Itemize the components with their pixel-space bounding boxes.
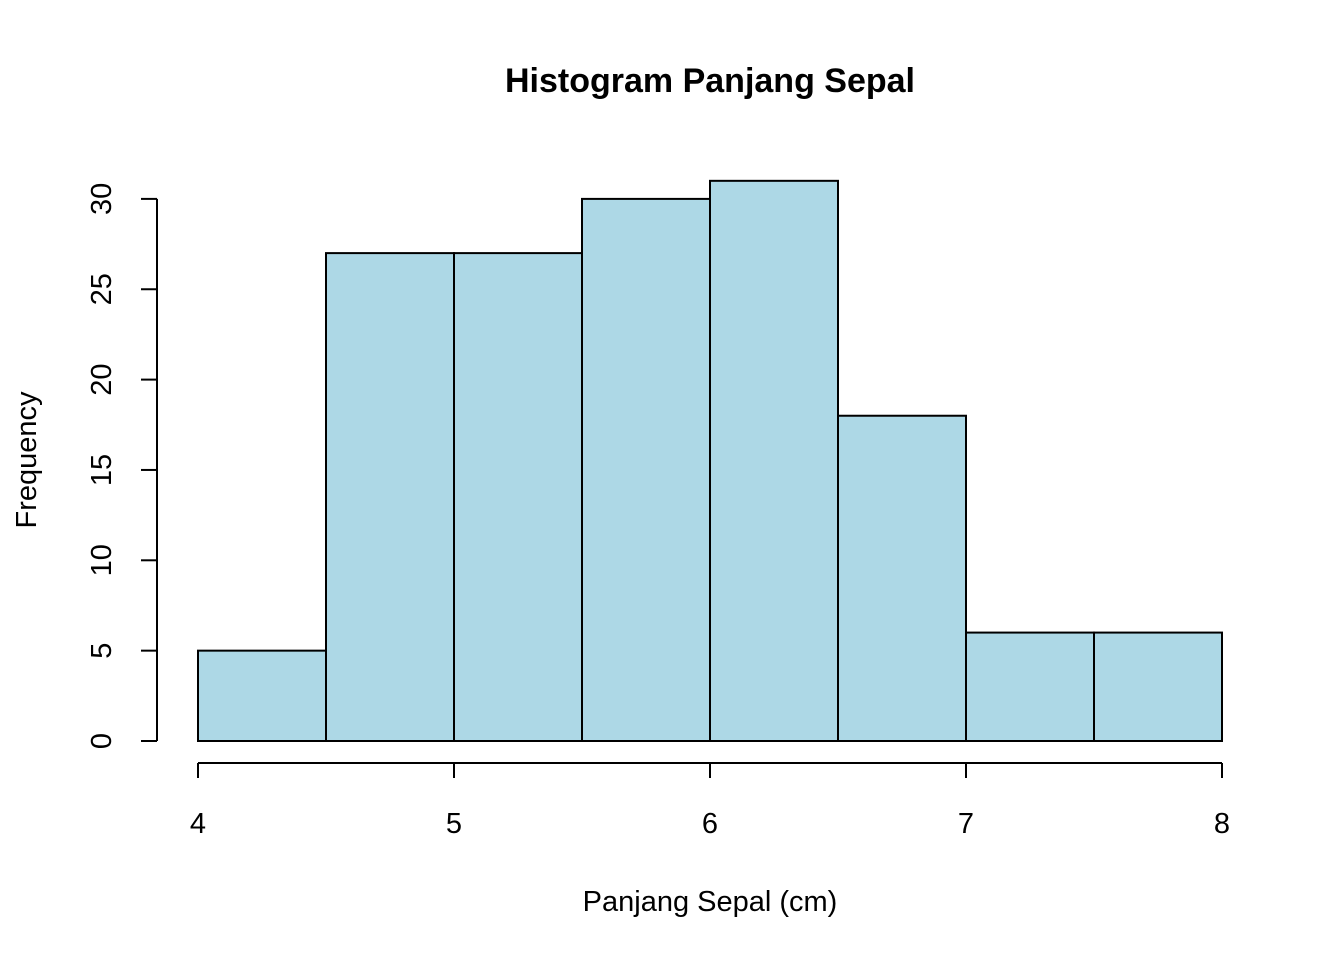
y-tick-label-4: 20 xyxy=(86,363,118,395)
x-tick-label-4: 8 xyxy=(1214,808,1230,840)
x-tick-label-2: 6 xyxy=(702,808,718,840)
x-axis: 4 5 6 7 8 xyxy=(190,762,1230,840)
y-tick-label-0: 0 xyxy=(86,733,118,749)
y-tick-label-3: 15 xyxy=(86,454,118,486)
y-axis: 0 5 10 15 20 25 30 xyxy=(86,183,158,749)
bars-group xyxy=(197,179,1223,743)
histogram-bar-0 xyxy=(197,649,327,743)
histogram-bar-1 xyxy=(325,252,455,743)
y-axis-label: Frequency xyxy=(11,391,43,529)
histogram-bar-5 xyxy=(837,414,967,742)
y-tick-label-1: 5 xyxy=(86,643,118,659)
x-tick-label-1: 5 xyxy=(446,808,462,840)
histogram-bar-6 xyxy=(965,631,1095,743)
x-tick-label-3: 7 xyxy=(958,808,974,840)
y-tick-label-2: 10 xyxy=(86,544,118,576)
chart-title: Histogram Panjang Sepal xyxy=(505,62,915,100)
x-axis-label: Panjang Sepal (cm) xyxy=(583,886,838,918)
histogram-bar-7 xyxy=(1093,631,1223,743)
y-tick-label-5: 25 xyxy=(86,273,118,305)
histogram-bar-2 xyxy=(453,252,583,743)
y-tick-label-6: 30 xyxy=(86,183,118,215)
histogram-bar-4 xyxy=(709,179,839,742)
x-tick-label-0: 4 xyxy=(190,808,206,840)
histogram-bar-3 xyxy=(581,197,711,742)
